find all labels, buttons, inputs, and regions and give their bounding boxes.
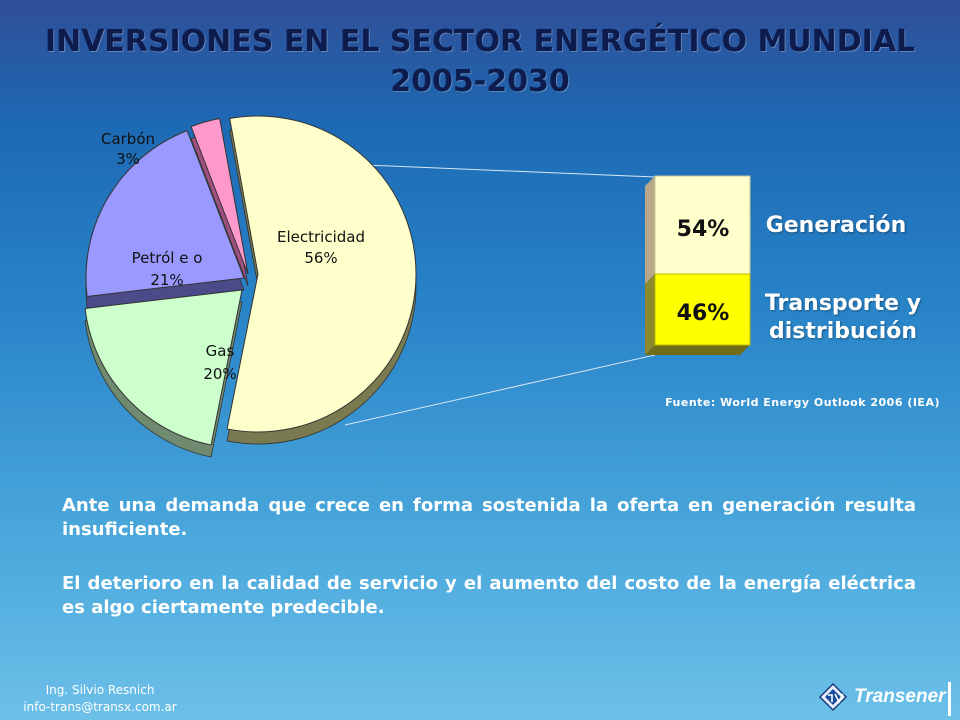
bar-label-generation-pct: 54% — [677, 217, 730, 242]
logo-text: Transener — [854, 686, 946, 707]
source-note: Fuente: World Energy Outlook 2006 (IEA) — [665, 396, 940, 409]
title-line-2: 2005-2030 — [390, 64, 570, 99]
bar-bottom-td — [645, 345, 750, 355]
footer-credit: Ing. Silvio Resnich info-trans@transx.co… — [10, 682, 190, 716]
label-gas: Gas — [206, 342, 235, 360]
title-line-1: INVERSIONES EN EL SECTOR ENERGÉTICO MUND… — [44, 24, 916, 59]
footer-email: info-trans@transx.com.ar — [23, 700, 177, 714]
label-gas-pct: 20% — [203, 365, 236, 383]
label-transporte: Transporte y distribución — [748, 290, 938, 346]
label-carbon-pct: 3% — [116, 150, 140, 168]
paragraph-demand: Ante una demanda que crece en forma sost… — [62, 495, 916, 540]
label-petroleo: Petról e o — [132, 249, 203, 267]
investment-split-bar: 54% 46% — [645, 175, 751, 355]
slide-title: INVERSIONES EN EL SECTOR ENERGÉTICO MUND… — [0, 22, 960, 102]
pie-slice-carbón — [190, 117, 249, 275]
pie-slice-gas — [84, 289, 243, 446]
connector-line-top — [364, 164, 656, 178]
bar-side-generation — [645, 176, 655, 284]
pie-slice-electricidad — [226, 115, 417, 433]
bar-label-td-pct: 46% — [677, 301, 730, 326]
label-transporte-line1: Transporte y — [764, 291, 922, 316]
label-electricidad: Electricidad — [277, 228, 365, 246]
label-petroleo-pct: 21% — [150, 271, 183, 289]
label-transporte-line2: distribución — [768, 319, 918, 344]
pie-slice-petróleo — [85, 129, 245, 298]
label-electricidad-pct: 56% — [304, 249, 337, 267]
label-generacion: Generación — [765, 213, 907, 238]
bar-segment-td — [654, 273, 751, 346]
transener-logo: Transener — [818, 680, 952, 714]
bar-side-td — [645, 274, 655, 355]
footer-author: Ing. Silvio Resnich — [45, 683, 155, 697]
transener-logo-icon — [818, 682, 848, 712]
paragraph-deterioration: El deterioro en la calidad de servicio y… — [62, 573, 916, 618]
logo-divider — [948, 682, 951, 716]
pie-chart — [84, 115, 417, 458]
label-carbon: Carbón — [101, 130, 155, 148]
connector-line-bottom — [344, 354, 656, 426]
